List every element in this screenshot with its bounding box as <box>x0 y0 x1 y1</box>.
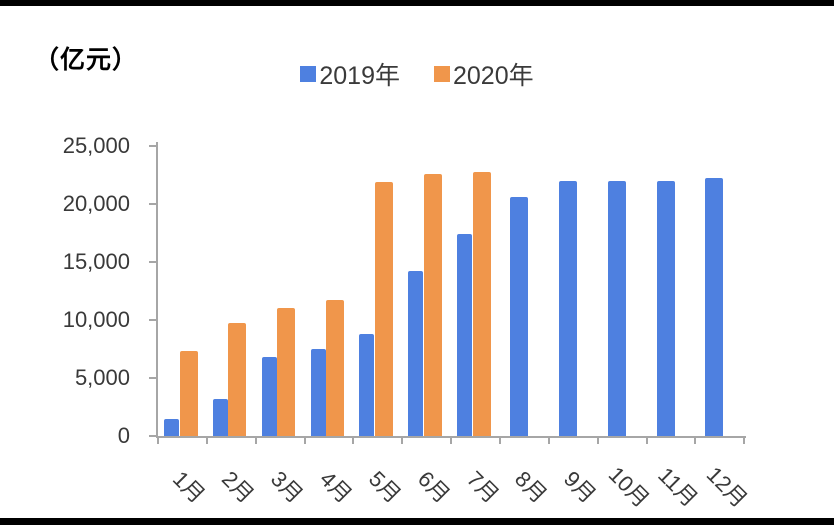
legend-swatch-2019年 <box>300 66 317 82</box>
bottom-rule <box>0 518 834 525</box>
x-axis-tick <box>254 437 257 444</box>
x-axis-tick <box>157 437 159 444</box>
x-axis-tick <box>596 437 599 444</box>
x-axis-tick <box>303 437 306 444</box>
x-axis-tick <box>352 437 355 444</box>
bar-2020-7月 <box>472 171 491 436</box>
bar-2019-8月 <box>509 197 528 436</box>
bar-2020-1月 <box>179 351 198 436</box>
bar-2019-6月 <box>408 271 424 436</box>
axis-unit-label: （亿元） <box>34 45 139 74</box>
x-axis-tick <box>205 437 208 444</box>
legend-swatch-2020年 <box>434 66 450 82</box>
bar-2019-4月 <box>310 349 326 436</box>
legend-label-2020年: 2020年 <box>453 62 534 90</box>
legend-item-2019年: 2019年 <box>300 56 400 92</box>
bar-2020-4月 <box>326 300 345 436</box>
y-axis-tick <box>149 145 156 147</box>
y-axis-tick <box>149 203 156 205</box>
bar-2020-6月 <box>423 173 442 436</box>
y-axis-tick-label: 20,000 <box>62 191 130 216</box>
bar-2020-3月 <box>277 308 296 436</box>
bar-2019-9月 <box>558 180 577 436</box>
bar-2019-3月 <box>261 357 277 436</box>
x-axis-tick <box>743 437 746 444</box>
x-axis-tick <box>694 437 697 444</box>
legend-label-2019年: 2019年 <box>319 62 400 90</box>
x-axis-tick <box>401 437 404 444</box>
y-axis-tick-label: 10,000 <box>62 307 130 332</box>
y-axis-tick <box>149 319 156 321</box>
legend-item-2020年: 2020年 <box>434 56 534 92</box>
bar-2020-5月 <box>374 181 393 436</box>
y-axis-tick <box>149 377 156 379</box>
x-axis-tick <box>645 437 648 444</box>
y-axis-line <box>156 142 158 438</box>
bar-2019-5月 <box>359 333 375 436</box>
y-axis-tick-label: 5,000 <box>74 365 130 390</box>
bar-2019-1月 <box>164 418 179 436</box>
y-axis-tick-label: 0 <box>117 423 130 448</box>
y-axis-tick <box>149 261 156 263</box>
top-rule <box>0 0 834 6</box>
bar-2019-7月 <box>457 234 473 436</box>
bar-2019-10月 <box>607 180 626 436</box>
x-axis-tick <box>498 437 501 444</box>
x-axis-tick <box>450 437 453 444</box>
y-axis-tick-label: 25,000 <box>62 133 130 158</box>
chart-legend: 2019年 2020年 <box>0 56 834 92</box>
bar-2019-11月 <box>656 180 675 436</box>
bar-2020-2月 <box>228 323 247 436</box>
y-axis-tick-label: 15,000 <box>62 249 130 274</box>
x-axis-tick <box>547 437 550 444</box>
bar-2019-12月 <box>705 178 724 436</box>
y-axis-tick <box>149 435 156 437</box>
bar-2019-2月 <box>212 398 228 436</box>
